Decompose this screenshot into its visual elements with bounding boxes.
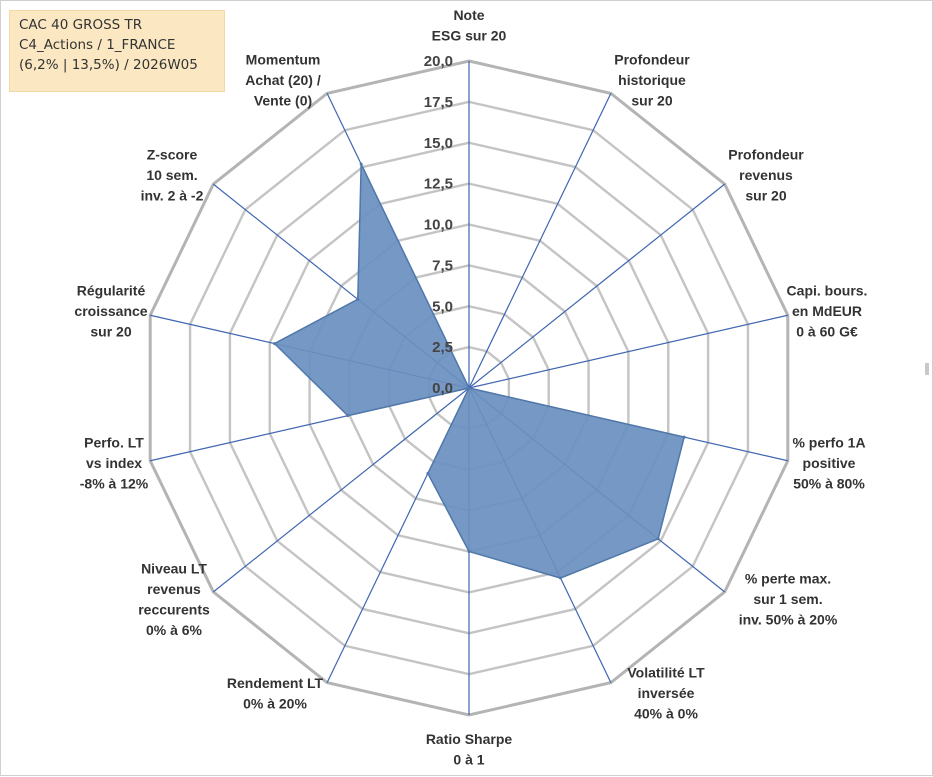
axis-label-line: vs index — [86, 455, 142, 471]
axis-label-line: 10 sem. — [146, 167, 197, 183]
tick-label: 20,0 — [424, 53, 453, 70]
axis-label-line: Volatilité LT — [627, 665, 705, 681]
axis-label-line: inversée — [638, 685, 695, 701]
axis-label-line: 50% à 80% — [793, 476, 865, 492]
axis-spoke — [468, 314, 788, 389]
scroll-handle[interactable] — [925, 363, 929, 375]
axis-label: Perfo. LT vs index -8% à 12% — [80, 435, 149, 492]
data-point — [559, 576, 563, 580]
series-area — [273, 163, 686, 579]
axis-label: Régularité croissance sur 20 — [74, 283, 147, 340]
axis-label-line: historique — [618, 72, 686, 88]
axis-label: Niveau LT revenus reccurents 0% à 6% — [138, 560, 210, 638]
axis-label: Volatilité LT inversée 40% à 0% — [627, 665, 705, 722]
axis-label-line: % perfo 1A — [792, 435, 865, 451]
axis-label-line: Profondeur — [614, 52, 690, 68]
axis-labels: Note ESG sur 20 Profondeur historique sur 20… — [74, 7, 867, 767]
axis-label-line: 0 à 1 — [453, 751, 484, 767]
title-box: CAC 40 GROSS TR C4_Actions / 1_FRANCE (6… — [9, 10, 225, 92]
radial-axis-ticks: 0,0 2,5 5,0 7,5 10,0 12,5 15,0 17,5 20,0 — [424, 53, 453, 397]
title-line-category: C4_Actions / 1_FRANCE — [19, 37, 176, 53]
data-point — [346, 414, 350, 418]
data-point — [656, 537, 660, 541]
axis-label-line: reccurents — [138, 601, 210, 617]
axis-label: % perte max. sur 1 sem. inv. 50% à 20% — [739, 571, 838, 628]
axis-label-line: 0% à 20% — [243, 695, 307, 711]
data-point — [273, 342, 277, 346]
tick-label: 17,5 — [424, 94, 453, 111]
axis-label-line: Profondeur — [728, 147, 804, 163]
tick-label: 2,5 — [432, 339, 453, 356]
data-point — [426, 471, 430, 475]
axis-label: Rendement LT 0% à 20% — [227, 675, 324, 712]
axis-label-line: Achat (20) / — [245, 72, 321, 88]
title-line-stats: (6,2% | 13,5%) / 2026W05 — [19, 57, 198, 73]
axis-label-line: sur 1 sem. — [753, 591, 822, 607]
axis-label-line: Rendement LT — [227, 675, 324, 691]
tick-label: 15,0 — [424, 135, 453, 152]
axis-label-line: sur 20 — [631, 93, 672, 109]
axis-label: Profondeur revenus sur 20 — [728, 147, 804, 204]
axis-label: Momentum Achat (20) / Vente (0) — [245, 52, 321, 109]
axis-label-line: revenus — [147, 581, 201, 597]
axis-label-line: positive — [803, 455, 856, 471]
axis-label-line: Perfo. LT — [84, 435, 144, 451]
axis-spoke — [212, 387, 470, 593]
axis-label-line: Régularité — [77, 283, 146, 299]
tick-label: 0,0 — [432, 380, 453, 397]
axis-label-line: sur 20 — [745, 188, 786, 204]
axis-label-line: 40% à 0% — [634, 706, 698, 722]
axis-label-line: Z-score — [147, 147, 198, 163]
data-point — [359, 162, 363, 166]
data-point — [356, 297, 360, 301]
axis-label-line: Note — [453, 7, 484, 23]
tick-label: 5,0 — [432, 298, 453, 315]
axis-label-line: Ratio Sharpe — [426, 731, 513, 747]
tick-label: 7,5 — [432, 257, 453, 274]
axis-label-line: -8% à 12% — [80, 476, 149, 492]
axis-label-line: sur 20 — [90, 324, 131, 340]
data-point — [467, 550, 471, 553]
axis-label-line: inv. 2 à -2 — [141, 188, 204, 204]
axis-label-line: croissance — [74, 303, 147, 319]
axis-spoke — [468, 93, 612, 389]
axis-label: Profondeur historique sur 20 — [614, 52, 690, 109]
axis-label: Capi. bours. en MdEUR 0 à 60 G€ — [787, 283, 868, 340]
axis-label-line: ESG sur 20 — [432, 28, 507, 44]
axis-label-line: inv. 50% à 20% — [739, 612, 838, 628]
axis-label: Note ESG sur 20 — [432, 7, 507, 44]
radar-series — [273, 162, 686, 580]
axis-label-line: Momentum — [246, 52, 321, 68]
data-point — [682, 435, 686, 439]
axis-label-line: Capi. bours. — [787, 283, 868, 299]
axis-label-line: 0 à 60 G€ — [796, 324, 858, 340]
axis-label-line: % perte max. — [745, 571, 831, 587]
axis-label: Ratio Sharpe 0 à 1 — [426, 731, 513, 768]
data-point — [467, 386, 471, 390]
title-line-index: CAC 40 GROSS TR — [19, 17, 143, 33]
axis-label-line: revenus — [739, 167, 793, 183]
axis-label: Z-score 10 sem. inv. 2 à -2 — [141, 147, 204, 204]
axis-label-line: 0% à 6% — [146, 622, 203, 638]
axis-label-line: en MdEUR — [792, 303, 862, 319]
tick-label: 12,5 — [424, 176, 453, 193]
axis-label-line: Vente (0) — [254, 93, 312, 109]
tick-label: 10,0 — [424, 217, 453, 234]
axis-spoke — [468, 183, 726, 389]
axis-label: % perfo 1A positive 50% à 80% — [792, 435, 865, 492]
axis-label-line: Niveau LT — [141, 560, 207, 576]
